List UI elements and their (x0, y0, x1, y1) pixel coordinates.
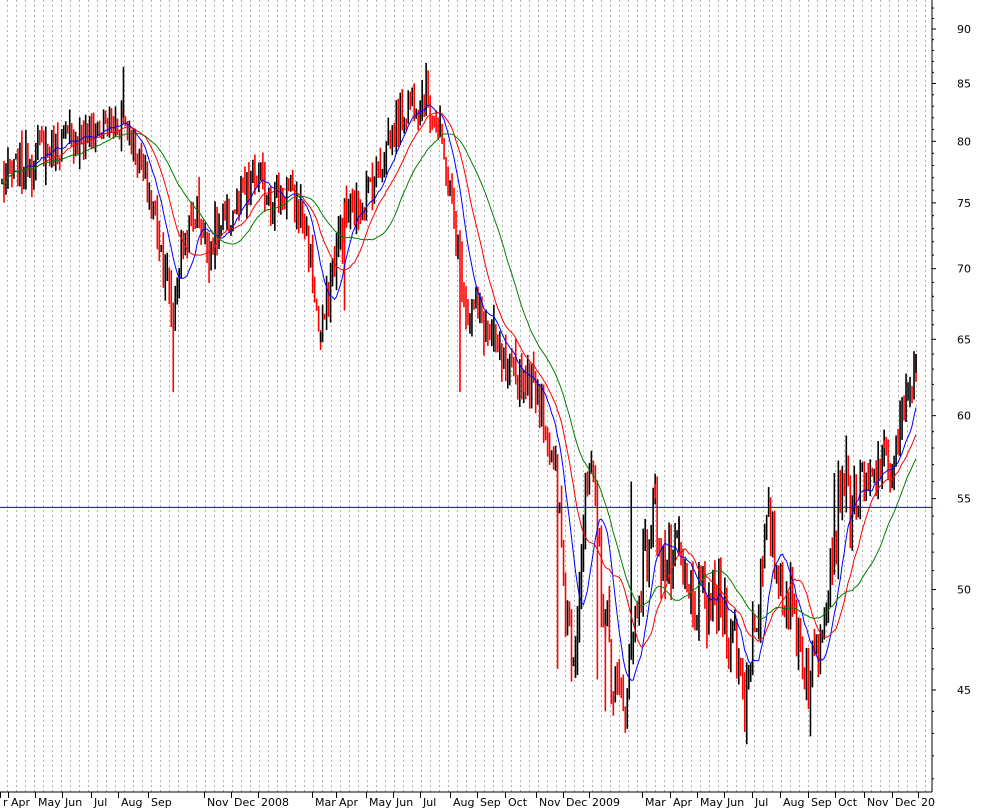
x-tick-label: Nov (207, 796, 229, 809)
x-tick-label: Apr (11, 796, 31, 809)
x-tick-label: Aug (121, 796, 142, 809)
y-tick-label: 75 (957, 197, 971, 210)
x-tick-label: Jun (64, 796, 82, 809)
x-tick-label: Mar (315, 796, 336, 809)
x-axis: r Apr May Jun Jul Aug Sep Nov Dec 2008 Mar Apr May Ju… (0, 792, 935, 809)
x-tick-label: Aug (783, 796, 804, 809)
y-axis: 45 50 55 60 65 70 75 80 85 90 (932, 7, 971, 780)
y-tick-label: 85 (957, 78, 971, 91)
y-tick-label: 70 (957, 263, 971, 276)
x-tick-label: 2008 (261, 796, 289, 809)
y-tick-label: 80 (957, 135, 971, 148)
x-tick-label: Dec (895, 796, 916, 809)
x-tick-label: Apr (673, 796, 693, 809)
x-tick-label: May (369, 796, 392, 809)
x-tick-label: Sep (480, 796, 501, 809)
y-tick-label: 45 (957, 684, 971, 697)
x-tick-label: Aug (453, 796, 474, 809)
x-tick-label: Jul (754, 796, 768, 809)
x-tick-label: 20 (921, 796, 935, 809)
x-tick-label: Jun (395, 796, 413, 809)
y-tick-label: 65 (957, 333, 971, 346)
x-tick-label: Oct (838, 796, 858, 809)
x-tick-label: Mar (645, 796, 666, 809)
x-tick-label: r (3, 796, 8, 809)
x-tick-label: Nov (867, 796, 889, 809)
x-tick-label: Dec (234, 796, 255, 809)
x-tick-label: May (38, 796, 61, 809)
x-tick-label: Oct (508, 796, 528, 809)
x-tick-label: Nov (539, 796, 561, 809)
x-tick-label: Sep (151, 796, 172, 809)
x-tick-label: Apr (339, 796, 359, 809)
y-tick-label: 55 (957, 493, 971, 506)
x-tick-label: 2009 (592, 796, 620, 809)
y-tick-label: 90 (957, 23, 971, 36)
x-tick-label: Jul (422, 796, 436, 809)
x-tick-label: Jun (726, 796, 744, 809)
x-tick-label: Dec (566, 796, 587, 809)
ma-mid-line (1, 112, 917, 648)
y-tick-label: 60 (957, 410, 971, 423)
moving-average-lines (1, 104, 917, 681)
ma-long-line (1, 132, 917, 620)
x-tick-label: Jul (93, 796, 107, 809)
y-tick-label: 50 (957, 584, 971, 597)
frame (0, 0, 933, 793)
x-tick-label: Sep (811, 796, 832, 809)
x-tick-label: May (700, 796, 723, 809)
